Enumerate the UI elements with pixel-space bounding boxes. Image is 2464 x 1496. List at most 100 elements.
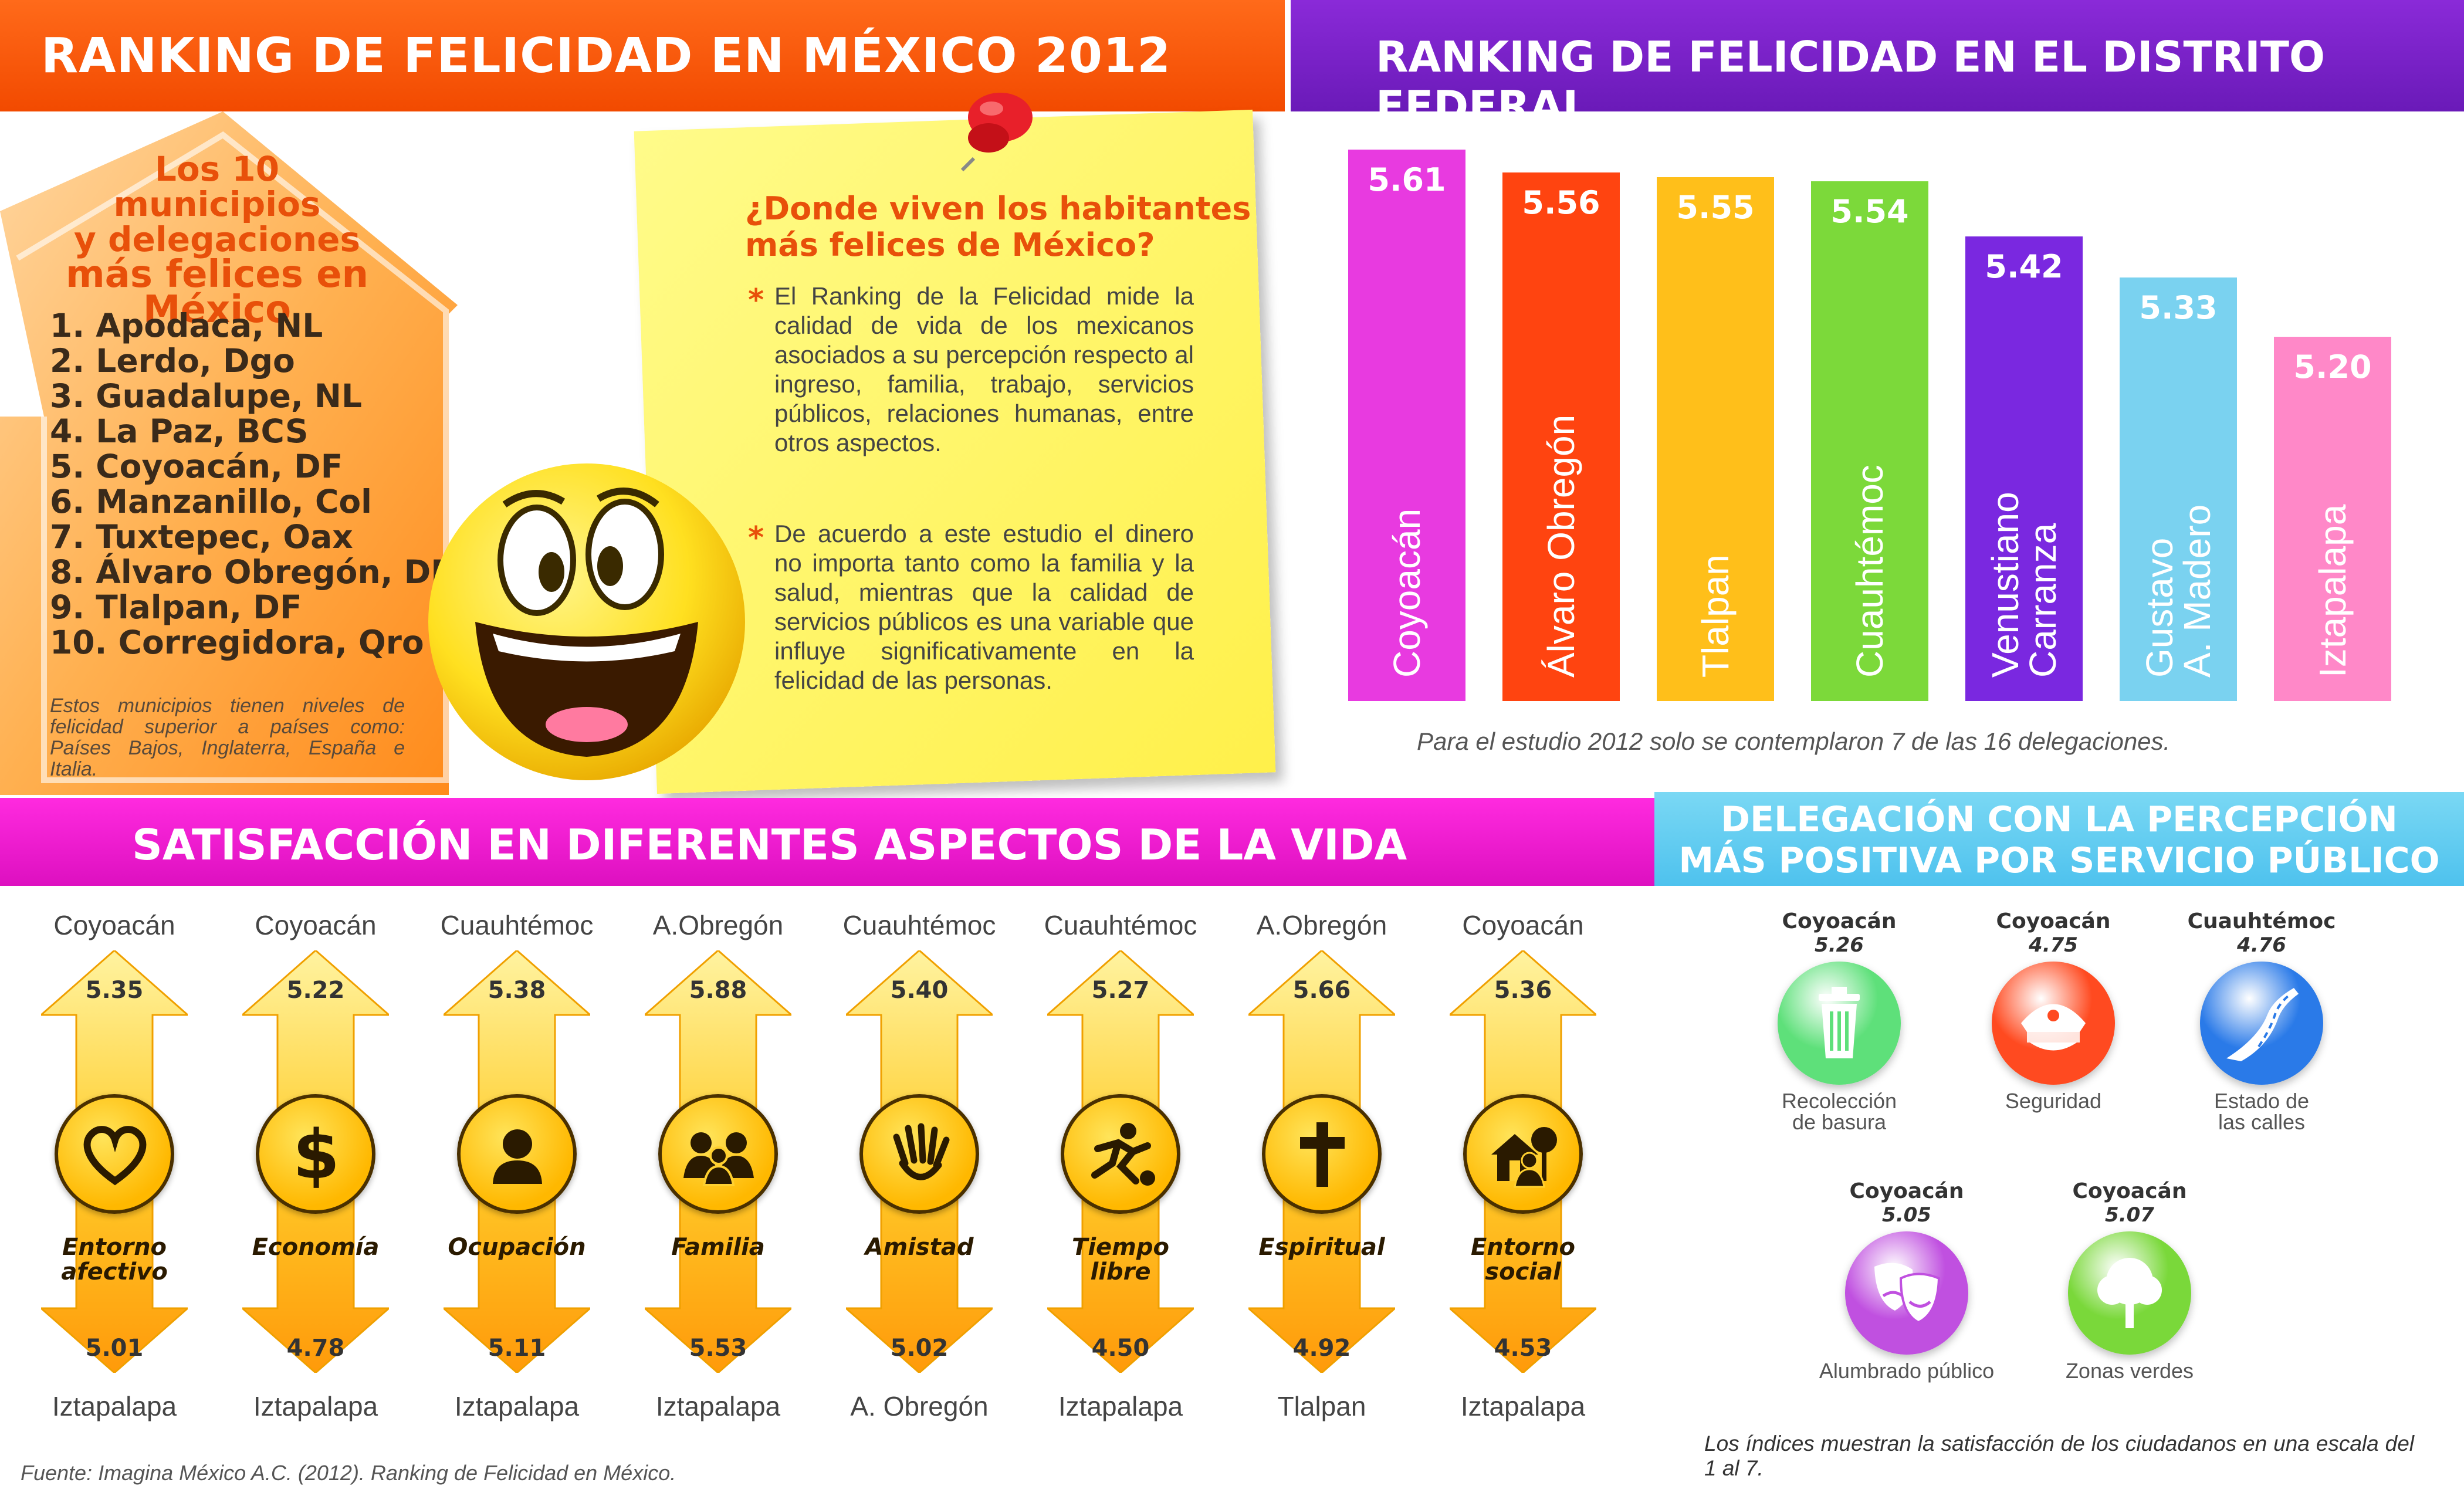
service-icon-badge [2200,962,2323,1085]
list-item: 1. Apodaca, NL [50,307,323,344]
aspect-high-value: 5.36 [1494,977,1552,1004]
bar-value-label: 5.55 [1676,188,1755,226]
aspect-bottom-delegation: Iztapalapa [52,1391,177,1421]
aspect-low-value: 5.11 [488,1335,546,1362]
aspect-name: Economía [252,1234,380,1261]
service-value: 4.75 [2029,933,2078,957]
tree-icon [2097,1258,2162,1328]
heart-icon [83,1126,147,1186]
service-item: Coyoacán 5.05 Alumbrado público [1819,1179,1995,1382]
aspect-icon-badge: $ [256,1094,375,1214]
aspect-bottom-delegation: Iztapalapa [655,1391,781,1421]
services-title-line1: DELEGACIÓN CON LA PERCEPCIÓN [1721,799,2398,840]
bar-value-label: 5.33 [2139,289,2218,326]
cross-icon [1300,1122,1345,1187]
aspect-icon-badge [1262,1094,1382,1214]
service-label: Zonas verdes [2065,1359,2194,1383]
list-item: 10. Corregidora, Qro [50,624,424,661]
aspect-name: Entorno social [1470,1234,1576,1285]
service-item: Coyoacán 4.75 Seguridad [1965,909,2141,1112]
aspect-icon-badge [658,1094,778,1214]
aspect-high-value: 5.66 [1292,977,1351,1004]
bar-category-label: Coyoacán [1386,509,1428,678]
aspect-low-value: 4.92 [1292,1335,1351,1362]
bar-category-label-line: Tlalpan [1694,554,1737,678]
list-item: 3. Guadalupe, NL [50,377,363,415]
service-value: 4.76 [2237,933,2286,957]
top10-title-line4: más felices en México [65,253,369,331]
aspect-top-delegation: A.Obregón [652,910,784,940]
aspect-low-value: 5.53 [689,1335,747,1362]
satisfaction-title: SATISFACCIÓN EN DIFERENTES ASPECTOS DE L… [132,820,1407,869]
service-icon-badge [1778,962,1901,1085]
bar-value-label: 5.42 [1985,248,2063,285]
aspect-top-delegation: Cuauhtémoc [842,910,996,940]
bar-category-label: Gustavo A. Madero [2138,504,2218,678]
service-value: 5.26 [1815,933,1864,957]
service-icon-badge [1992,962,2115,1085]
bar-2: 5.56 Álvaro Obregón [1502,172,1620,701]
service-delegation: Coyoacán [1849,1179,1964,1203]
top10-title-line2: municipios [113,184,321,224]
list-item: 7. Tuxtepec, Oax [50,518,353,556]
top10-title-line1: Los 10 [154,149,280,189]
aspect-high-value: 5.35 [85,977,144,1004]
person-icon [493,1129,542,1184]
bar-5: 5.42 Venustiano Carranza [1965,236,2083,701]
header-mexico-title: RANKING DE FELICIDAD EN MÉXICO 2012 [41,28,1172,84]
aspect-low-value: 5.02 [890,1335,949,1362]
aspect-bottom-delegation: A. Obregón [850,1391,989,1421]
bullet-star-icon: * [748,520,764,556]
svg-text:$: $ [293,1119,340,1190]
scale-footnote: Los índices muestran la satisfacción de … [1704,1431,2414,1480]
aspect-bottom-delegation: Iztapalapa [253,1391,378,1421]
postit-paragraph-2: De acuerdo a este estudio el dinero no i… [774,520,1194,694]
top10-note: Estos municipios tienen niveles de felic… [50,695,405,780]
top10-title-line3: y delegaciones [74,219,360,259]
aspect-icon-badge [55,1094,174,1214]
aspect-high-value: 5.38 [488,977,546,1004]
bullet-star-icon: * [748,283,764,318]
aspect-top-delegation: Coyoacán [255,910,377,940]
service-label: Estado de las calles [2213,1089,2310,1134]
bar-category-label-line: Carranza [2022,523,2064,678]
house-arrow-background [0,111,458,795]
service-delegation: Coyoacán [1782,909,1897,933]
bar-value-label: 5.56 [1522,184,1600,221]
source-footnote: Fuente: Imagina México A.C. (2012). Rank… [21,1461,676,1485]
smiley-face-icon [428,463,745,780]
aspect-name: Ocupación [448,1234,586,1261]
service-value: 5.07 [2105,1203,2154,1227]
bar-category-label-line: Cuauhtémoc [1849,465,1891,678]
aspect-name: Espiritual [1258,1234,1385,1261]
bar-category-label-line: Venustiano [1984,492,2026,678]
service-label: Alumbrado público [1819,1359,1995,1383]
aspect-icon-badge [457,1094,577,1214]
bar-3: 5.55 Tlalpan [1657,177,1774,701]
aspect-icon-badge [859,1094,979,1214]
list-item: 8. Álvaro Obregón, DF [50,553,453,591]
masks-icon [1874,1263,1941,1324]
aspect-bottom-delegation: Iztapalapa [1460,1391,1586,1421]
aspect-top-delegation: A.Obregón [1256,910,1387,940]
aspect-name: Tiempo libre [1072,1234,1169,1285]
service-icon-badge [1845,1231,1968,1355]
aspect-high-value: 5.22 [286,977,345,1004]
bar-category-label-line: A. Madero [2176,504,2218,678]
aspect-low-value: 4.78 [286,1335,345,1362]
aspect-bottom-delegation: Iztapalapa [1058,1391,1183,1421]
bar-category-label-line: Gustavo [2138,537,2181,678]
postit-question: ¿Donde viven los habitantes más felices … [745,190,1251,263]
service-label: Seguridad [2005,1089,2102,1113]
road-icon [2226,988,2299,1061]
aspect-top-delegation: Coyoacán [53,910,175,940]
dollar-icon: $ [293,1119,340,1190]
pushpin-icon [960,93,1033,172]
aspect-bottom-delegation: Iztapalapa [454,1391,580,1421]
aspect-top-delegation: Cuauhtémoc [1044,910,1197,940]
list-item: 5. Coyoacán, DF [50,448,343,485]
bar-category-label-line: Álvaro Obregón [1540,414,1582,678]
header-df-ranking: RANKING DE FELICIDAD EN EL DISTRITO FEDE… [1291,0,2464,131]
aspect-icon-badge [1061,1094,1180,1214]
services-banner: DELEGACIÓN CON LA PERCEPCIÓN MÁS POSITIV… [1654,792,2464,886]
